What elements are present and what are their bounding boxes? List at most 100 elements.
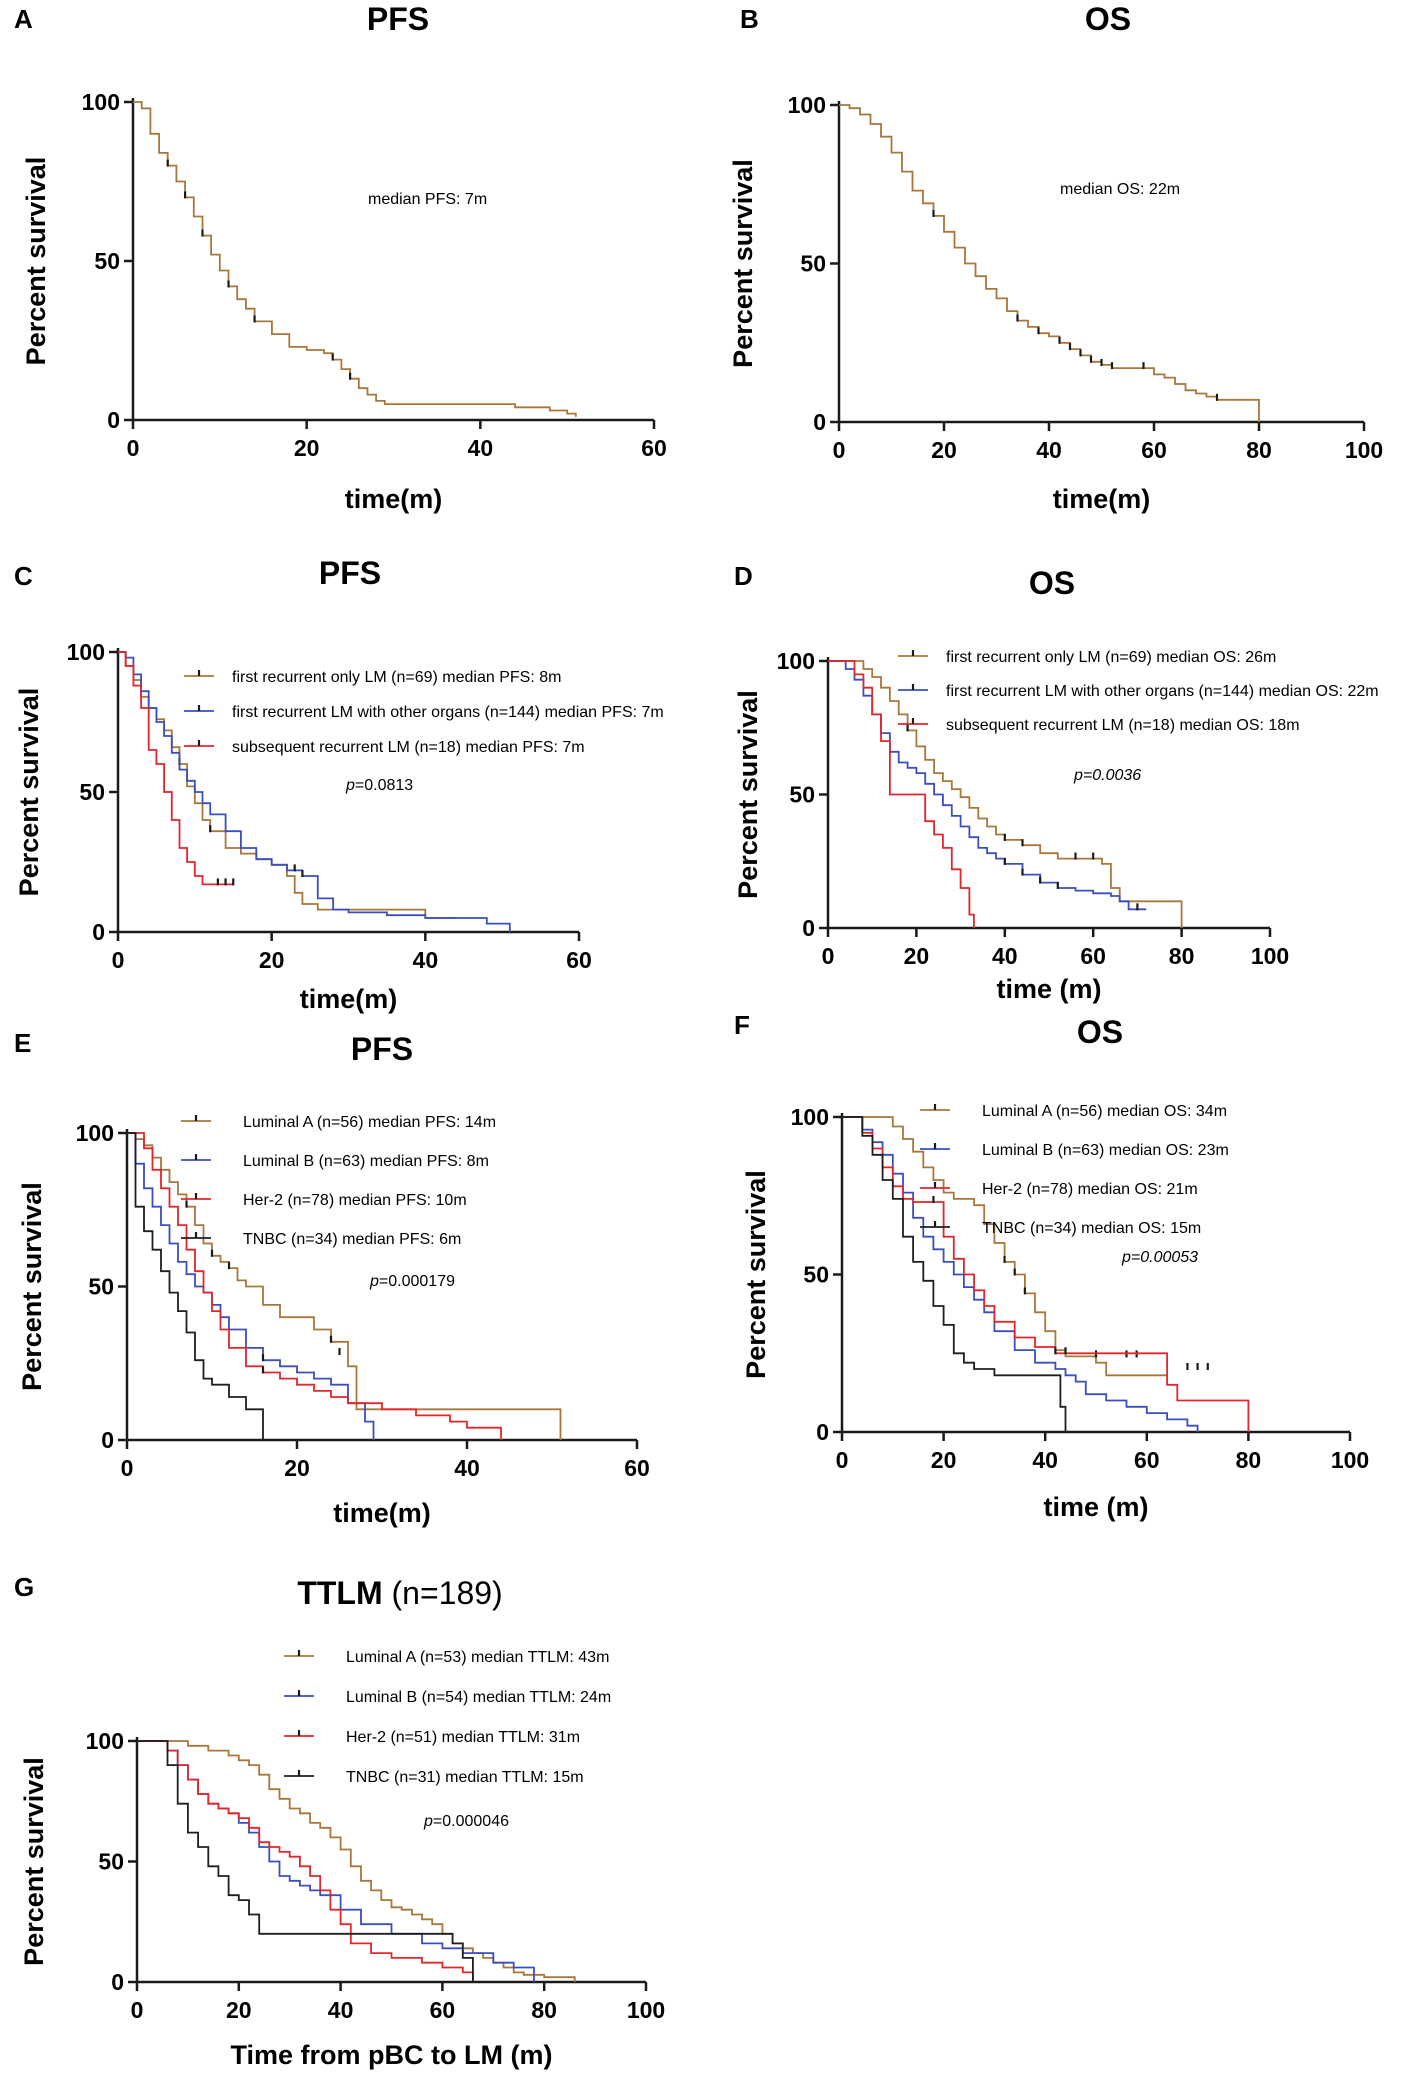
panel-a-series-0-curve (133, 101, 577, 417)
panel-a-annotation-value: median PFS: 7m (368, 191, 487, 208)
panel-e-x-axis-title: time(m) (333, 1498, 431, 1528)
panel-e-annotation: p=0.000179 (369, 1273, 455, 1290)
panel-b-annotation: median OS: 22m (1060, 181, 1180, 198)
panel-g-x-tick-label: 0 (131, 1997, 144, 2023)
panel-b-x-axis-title: time(m) (1053, 484, 1151, 514)
panel-b-x-tick-label: 40 (1036, 437, 1062, 463)
panel-f-x-tick-label: 0 (836, 1447, 849, 1473)
panel-f-legend-label: Luminal A (n=56) median OS: 34m (982, 1103, 1227, 1120)
panel-e-series-2-curve (127, 1132, 502, 1440)
panel-g-x-tick-label: 60 (430, 1997, 456, 2023)
panel-d-title-main: OS (1029, 565, 1075, 601)
panel-f-x-tick-label: 80 (1236, 1447, 1262, 1473)
panel-g-x-tick-label: 80 (531, 1997, 557, 2023)
panel-c-series-1-curve (118, 651, 511, 932)
panel-e-y-tick-label: 50 (88, 1274, 114, 1300)
panel-e-legend-label: Her-2 (n=78) median PFS: 10m (243, 1192, 467, 1209)
panel-e-x-tick-label: 20 (284, 1455, 310, 1481)
panel-b-x-tick-label: 100 (1345, 437, 1383, 463)
panel-g-legend-label: Her-2 (n=51) median TTLM: 31m (346, 1729, 580, 1746)
panel-a-y-axis-title: Percent survival (21, 157, 51, 366)
panel-a-x-tick-label: 40 (468, 435, 494, 461)
panel-d-series-0-curve (828, 660, 1183, 928)
panel-f-legend-label: Luminal B (n=63) median OS: 23m (982, 1142, 1229, 1159)
panel-d-y-tick-label: 50 (789, 782, 815, 808)
panel-f-series-0-curve (842, 1116, 1168, 1377)
panel-g-series-3-curve (137, 1740, 474, 1982)
panel-f-legend-label: TNBC (n=34) median OS: 15m (982, 1220, 1201, 1237)
panel-a-x-tick-label: 20 (294, 435, 320, 461)
panel-d-x-tick-label: 60 (1080, 943, 1106, 969)
panel-d-legend-label: subsequent recurrent LM (n=18) median OS… (946, 717, 1300, 734)
panel-c-x-tick-label: 40 (413, 947, 439, 973)
panel-e-series-3-curve (127, 1132, 264, 1440)
panel-g-legend-label: Luminal B (n=54) median TTLM: 24m (346, 1689, 611, 1706)
panel-e-series-0-curve (127, 1132, 562, 1440)
panel-f-legend-label: Her-2 (n=78) median OS: 21m (982, 1181, 1198, 1198)
panel-e-legend-label: Luminal B (n=63) median PFS: 8m (243, 1153, 489, 1170)
panel-f-annotation-value: p=0.00053 (1121, 1249, 1198, 1266)
panel-c-title: PFS (319, 555, 381, 591)
panel-f-letter: F (734, 1010, 750, 1040)
panel-c-annotation: p=0.0813 (345, 777, 413, 794)
panel-a-x-tick-label: 0 (127, 435, 140, 461)
panel-b-y-axis-title: Percent survival (728, 159, 758, 368)
panel-f-y-axis-title: Percent survival (741, 1170, 771, 1379)
panel-d-x-tick-label: 100 (1251, 943, 1289, 969)
panel-g-x-tick-label: 20 (226, 1997, 252, 2023)
panel-e-title-main: PFS (351, 1031, 413, 1067)
panel-b-x-tick-label: 0 (833, 437, 846, 463)
panel-e-legend-label: Luminal A (n=56) median PFS: 14m (243, 1114, 496, 1131)
panel-e-x-tick-label: 60 (624, 1455, 650, 1481)
panel-a: A PFS 0 20 40 60 0 50 100 time(m) Percent survival… (14, 1, 667, 514)
panel-g-y-tick-label: 100 (86, 1728, 124, 1754)
panel-e-x-tick-label: 0 (121, 1455, 134, 1481)
panel-d-x-tick-label: 0 (822, 943, 835, 969)
panel-b-y-tick-label: 100 (788, 92, 826, 118)
panel-d-y-axis-title: Percent survival (733, 690, 763, 899)
panel-b-annotation-value: median OS: 22m (1060, 181, 1180, 198)
panel-e-y-axis-title: Percent survival (17, 1182, 47, 1391)
panel-f-y-tick-label: 0 (816, 1419, 829, 1445)
panel-g-x-axis-title: Time from pBC to LM (m) (231, 2040, 553, 2070)
panel-d-y-tick-label: 100 (777, 648, 815, 674)
panel-d-annotation-value: p=0.0036 (1073, 767, 1141, 784)
panel-d-x-tick-label: 20 (904, 943, 930, 969)
panel-a-y-tick-label: 50 (94, 248, 120, 274)
panel-b: B OS 0 20 40 60 80 100 0 50 100 time(m) Percent surv… (728, 1, 1383, 514)
panel-d: D OS 0 20 40 60 80 100 0 50 100 time (m) Percent sur… (733, 561, 1379, 1004)
panel-c-series-2-curve (118, 651, 234, 886)
panel-a-x-axis-title: time(m) (345, 484, 443, 514)
panel-e-letter: E (14, 1028, 31, 1058)
panel-g-y-tick-label: 0 (111, 1969, 124, 1995)
panel-f-x-tick-label: 40 (1032, 1447, 1058, 1473)
panel-c-x-tick-label: 20 (259, 947, 285, 973)
panel-f-annotation: p=0.00053 (1121, 1249, 1198, 1266)
panel-g-x-tick-label: 100 (627, 1997, 665, 2023)
panel-f-x-tick-label: 60 (1134, 1447, 1160, 1473)
panel-g-title-suffix: (n=189) (383, 1575, 503, 1611)
panel-d-legend-label: first recurrent only LM (n=69) median OS… (946, 649, 1276, 666)
panel-e-title: PFS (351, 1031, 413, 1067)
panel-c-legend-label: first recurrent only LM (n=69) median PF… (232, 669, 561, 686)
panel-e-legend-label: TNBC (n=34) median PFS: 6m (243, 1231, 461, 1248)
panel-f-series-1-curve (842, 1116, 1199, 1432)
panel-c-y-tick-label: 0 (92, 919, 105, 945)
panel-a-letter: A (14, 4, 33, 34)
panel-d-x-axis-title: time (m) (996, 974, 1101, 1004)
panel-b-x-tick-label: 60 (1141, 437, 1167, 463)
panel-f-series-2-curve (842, 1116, 1250, 1432)
panel-e: E PFS 0 20 40 60 0 50 100 time(m) Percent survival… (14, 1028, 650, 1528)
panel-b-title-main: OS (1085, 1, 1131, 37)
panel-f-x-axis-title: time (m) (1043, 1492, 1148, 1522)
panel-f-y-tick-label: 100 (791, 1104, 829, 1130)
panel-a-title: PFS (367, 1, 429, 37)
panel-f-series-3-curve (842, 1116, 1067, 1432)
panel-c-legend-label: subsequent recurrent LM (n=18) median PF… (232, 739, 585, 756)
panel-f-y-tick-label: 50 (803, 1262, 829, 1288)
panel-d-x-tick-label: 80 (1169, 943, 1195, 969)
panel-g-y-axis-title: Percent survival (19, 1757, 49, 1966)
panel-b-y-tick-label: 0 (813, 409, 826, 435)
panel-c-annotation-value: =0.0813 (355, 777, 413, 794)
panel-e-x-tick-label: 40 (454, 1455, 480, 1481)
